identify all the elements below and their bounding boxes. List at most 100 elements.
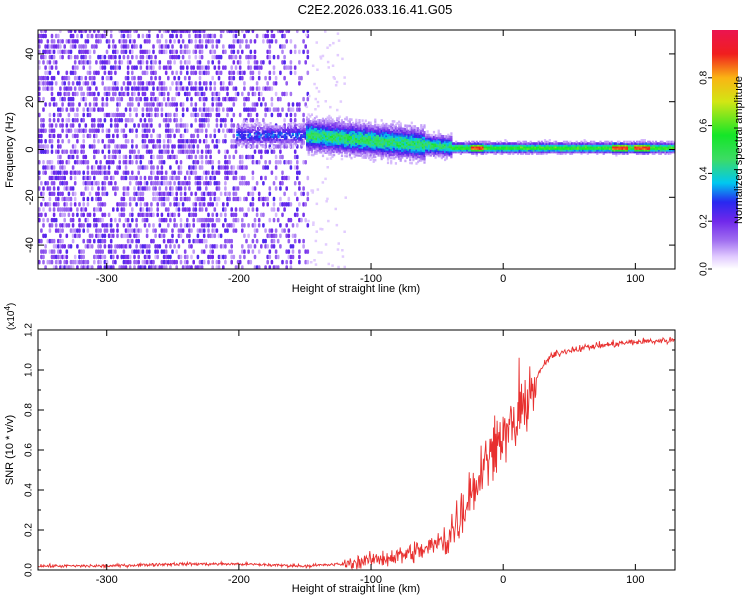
signal-cell (279, 133, 282, 137)
noise-cell (177, 128, 181, 133)
signal-cell (393, 125, 396, 128)
noise-cell (99, 39, 102, 44)
noise-cell (95, 44, 98, 49)
noise-cell (171, 128, 174, 133)
signal-cell (393, 138, 396, 142)
noise-cell (59, 265, 62, 269)
noise-cell (306, 191, 310, 197)
noise-cell (63, 259, 66, 265)
noise-cell (234, 175, 238, 181)
noise-cell (158, 191, 162, 197)
noise-cell (38, 160, 41, 165)
noise-cell (156, 96, 159, 102)
noise-cell (169, 154, 172, 160)
noise-cell (59, 228, 62, 233)
noise-cell (57, 207, 60, 212)
noise-cell (319, 57, 323, 60)
signal-cell (352, 133, 355, 137)
noise-cell (217, 102, 221, 107)
noise-cell (211, 254, 214, 260)
signal-cell (350, 123, 353, 126)
noise-cell (86, 91, 90, 97)
noise-cell (234, 96, 238, 102)
noise-cell (215, 228, 219, 233)
noise-cell (101, 233, 104, 239)
noise-cell (211, 107, 214, 112)
noise-cell (93, 139, 96, 144)
noise-cell (50, 33, 54, 39)
signal-cell (328, 124, 331, 128)
signal-cell (306, 141, 309, 145)
signal-cell (363, 149, 366, 153)
noise-cell (65, 207, 69, 212)
signal-cell (348, 131, 351, 135)
noise-cell (188, 139, 191, 144)
noise-cell (120, 49, 124, 55)
noise-cell (243, 96, 246, 102)
signal-cell (420, 155, 423, 159)
noise-cell (167, 60, 170, 65)
signal-cell (361, 132, 364, 136)
signal-cell (436, 147, 439, 151)
signal-cell (326, 133, 329, 136)
noise-cell (101, 81, 104, 86)
noise-cell (262, 96, 265, 102)
signal-cell (426, 138, 429, 142)
signal-cell (296, 128, 299, 132)
signal-cell (331, 131, 334, 135)
noise-cell (245, 212, 248, 218)
noise-cell (69, 259, 73, 265)
signal-cell (312, 125, 315, 128)
noise-cell (118, 91, 121, 97)
signal-cell (306, 131, 309, 134)
signal-cell (379, 154, 382, 157)
signal-cell (380, 157, 383, 161)
noise-cell (143, 217, 147, 223)
noise-cell (107, 128, 111, 133)
signal-cell (310, 138, 313, 142)
signal-cell (250, 137, 253, 140)
signal-cell (340, 154, 344, 157)
signal-cell (356, 142, 359, 145)
signal-cell (369, 121, 372, 125)
signal-cell (367, 128, 371, 131)
signal-cell (307, 141, 310, 145)
noise-cell (302, 49, 305, 55)
noise-cell (164, 217, 168, 223)
signal-cell (391, 133, 394, 136)
signal-cell (399, 135, 402, 139)
signal-cell (377, 127, 380, 130)
noise-cell (133, 44, 136, 49)
noise-cell (78, 60, 81, 65)
noise-cell (69, 70, 73, 76)
signal-cell (313, 135, 317, 138)
signal-cell (374, 128, 377, 132)
noise-cell (317, 90, 321, 93)
signal-cell (336, 118, 339, 122)
signal-cell (313, 137, 317, 140)
signal-cell (279, 138, 282, 142)
noise-cell (164, 228, 168, 233)
signal-cell (379, 134, 382, 137)
signal-cell (307, 129, 310, 133)
noise-cell (249, 49, 253, 55)
signal-cell (410, 143, 413, 146)
noise-cell (126, 33, 130, 39)
noise-cell (226, 191, 229, 197)
noise-cell (122, 160, 126, 165)
noise-cell (103, 30, 107, 34)
signal-cell (369, 131, 372, 135)
noise-cell (179, 170, 183, 175)
noise-cell (209, 33, 212, 39)
noise-cell (120, 254, 124, 260)
signal-cell (417, 160, 420, 164)
signal-cell (412, 133, 415, 137)
noise-cell (120, 196, 124, 202)
noise-cell (285, 112, 288, 118)
noise-cell (103, 233, 107, 239)
noise-cell (205, 160, 208, 165)
noise-cell (145, 54, 149, 60)
signal-cell (331, 145, 334, 148)
signal-cell (260, 140, 263, 143)
noise-cell (243, 33, 246, 39)
